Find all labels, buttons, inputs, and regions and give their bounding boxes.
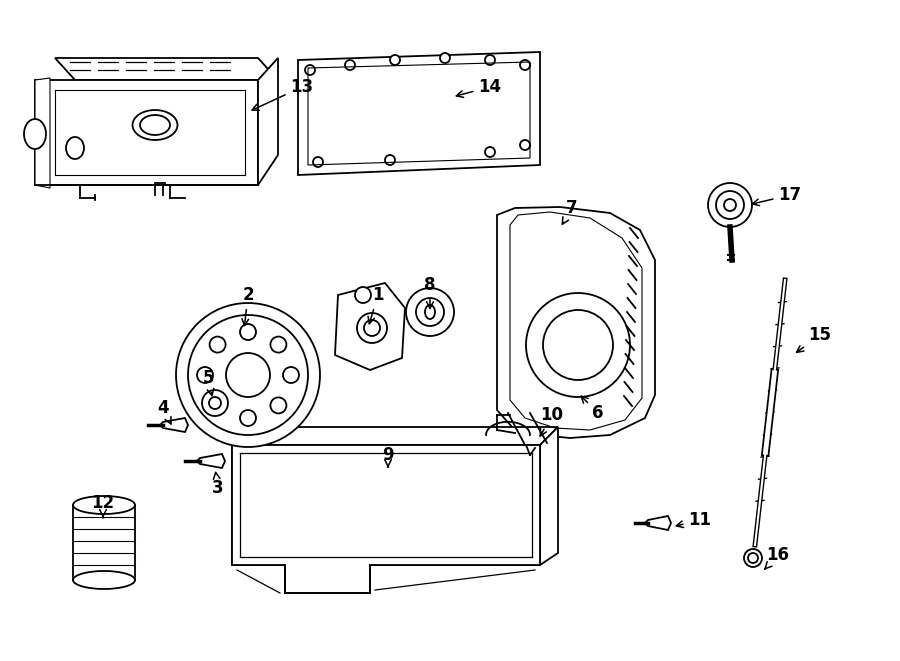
Polygon shape	[160, 418, 188, 432]
Circle shape	[270, 397, 286, 413]
Text: 3: 3	[212, 473, 224, 497]
Polygon shape	[35, 78, 50, 188]
Polygon shape	[335, 283, 405, 370]
Text: 12: 12	[92, 494, 114, 518]
Circle shape	[188, 315, 308, 435]
Text: 7: 7	[562, 199, 578, 224]
Circle shape	[357, 313, 387, 343]
Circle shape	[724, 199, 736, 211]
Text: 13: 13	[252, 78, 313, 110]
Polygon shape	[232, 427, 558, 445]
Polygon shape	[55, 58, 278, 80]
Polygon shape	[232, 445, 540, 593]
Polygon shape	[73, 505, 135, 580]
Ellipse shape	[73, 496, 135, 514]
Circle shape	[485, 147, 495, 157]
Circle shape	[385, 155, 395, 165]
Text: 16: 16	[765, 546, 789, 569]
Circle shape	[543, 310, 613, 380]
Circle shape	[345, 60, 355, 70]
Polygon shape	[258, 58, 278, 185]
Circle shape	[210, 397, 226, 413]
Circle shape	[708, 183, 752, 227]
Text: 11: 11	[677, 511, 712, 529]
Text: 5: 5	[202, 369, 214, 396]
Circle shape	[520, 140, 530, 150]
Polygon shape	[197, 454, 225, 468]
Circle shape	[485, 55, 495, 65]
Text: 6: 6	[581, 396, 604, 422]
Polygon shape	[645, 516, 671, 530]
Circle shape	[176, 303, 320, 447]
Circle shape	[520, 60, 530, 70]
Polygon shape	[298, 52, 540, 175]
Ellipse shape	[425, 305, 435, 319]
Circle shape	[355, 287, 371, 303]
Text: 17: 17	[752, 186, 802, 206]
Circle shape	[416, 298, 444, 326]
Circle shape	[210, 336, 226, 352]
Text: 4: 4	[158, 399, 171, 424]
Text: 9: 9	[382, 446, 394, 467]
Circle shape	[716, 191, 744, 219]
Ellipse shape	[73, 571, 135, 589]
Ellipse shape	[24, 119, 46, 149]
Circle shape	[197, 367, 213, 383]
Text: 10: 10	[540, 406, 563, 436]
Circle shape	[364, 320, 380, 336]
Text: 8: 8	[424, 276, 436, 309]
Circle shape	[390, 55, 400, 65]
Circle shape	[440, 53, 450, 63]
Ellipse shape	[66, 137, 84, 159]
Polygon shape	[497, 207, 655, 438]
Circle shape	[240, 410, 256, 426]
Polygon shape	[540, 427, 558, 565]
Polygon shape	[232, 445, 540, 565]
Circle shape	[209, 397, 221, 409]
Circle shape	[748, 553, 758, 563]
Text: 14: 14	[456, 78, 501, 97]
Text: 2: 2	[242, 286, 254, 326]
Circle shape	[283, 367, 299, 383]
Circle shape	[226, 353, 270, 397]
Text: 15: 15	[796, 326, 832, 352]
Text: 1: 1	[368, 286, 383, 324]
Polygon shape	[35, 80, 258, 185]
Circle shape	[744, 549, 762, 567]
Circle shape	[270, 336, 286, 352]
Circle shape	[406, 288, 454, 336]
Circle shape	[202, 390, 228, 416]
Circle shape	[526, 293, 630, 397]
Circle shape	[305, 65, 315, 75]
Circle shape	[313, 157, 323, 167]
Circle shape	[240, 324, 256, 340]
Ellipse shape	[132, 110, 177, 140]
Ellipse shape	[140, 115, 170, 135]
